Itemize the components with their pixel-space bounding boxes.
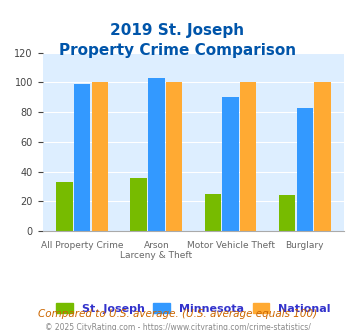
Bar (222, 97, 239, 231)
Text: © 2025 CityRating.com - https://www.cityrating.com/crime-statistics/: © 2025 CityRating.com - https://www.city… (45, 323, 310, 330)
Bar (296, 108, 313, 231)
Bar (56, 182, 73, 231)
Bar (240, 82, 257, 231)
Bar (166, 82, 182, 231)
Text: Property Crime Comparison: Property Crime Comparison (59, 43, 296, 58)
Bar (92, 82, 108, 231)
Legend: St. Joseph, Minnesota, National: St. Joseph, Minnesota, National (51, 298, 335, 318)
Text: Compared to U.S. average. (U.S. average equals 100): Compared to U.S. average. (U.S. average … (38, 309, 317, 318)
Bar (204, 194, 221, 231)
Text: 2019 St. Joseph: 2019 St. Joseph (110, 23, 245, 38)
Bar (279, 195, 295, 231)
Bar (74, 84, 91, 231)
Bar (148, 78, 165, 231)
Bar (314, 82, 331, 231)
Bar (130, 178, 147, 231)
